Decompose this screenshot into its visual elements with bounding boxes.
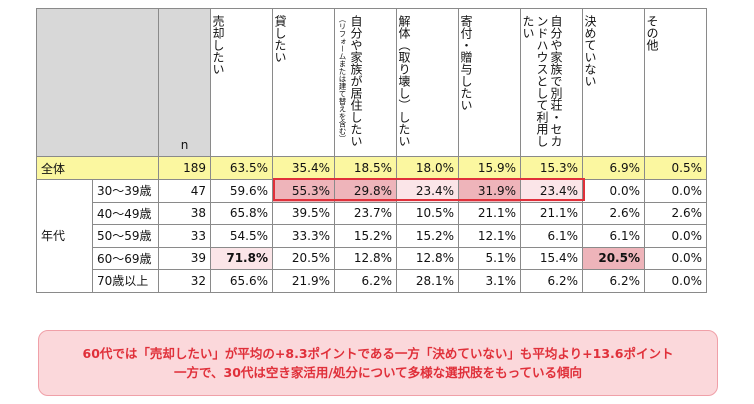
total-cell: 6.9% [582,156,645,180]
table-cell-highlight: 31.9% [458,179,521,203]
total-cell: 35.4% [272,156,335,180]
table-cell: 6.2% [520,269,583,293]
header-sell: 売却したい [210,8,273,157]
table-cell: 21.9% [272,269,335,293]
header-donate-label: 寄付・贈与したい [459,15,473,111]
total-label: 全体 [36,156,159,180]
table-cell-highlight: 55.3% [272,179,335,203]
results-table-wrapper: n 売却したい 貸したい 自分や家族が居住したい（リフォームまたは建て替えを含む… [36,8,707,293]
header-rent: 貸したい [272,8,335,157]
total-n: 189 [158,156,211,180]
header-live: 自分や家族が居住したい（リフォームまたは建て替えを含む） [334,8,397,157]
row-n: 33 [158,224,211,248]
total-cell: 15.9% [458,156,521,180]
header-other-label: その他 [645,15,659,51]
row-n: 32 [158,269,211,293]
table-cell: 65.8% [210,201,273,225]
row-label: 60～69歳 [92,246,159,270]
table-cell: 33.3% [272,224,335,248]
header-donate: 寄付・贈与したい [458,8,521,157]
row-n: 47 [158,179,211,203]
header-rent-label: 貸したい [273,15,287,63]
header-demolish-label: 解体（取り壊し）したい [397,15,411,147]
total-cell: 15.3% [520,156,583,180]
header-n: n [158,8,211,157]
row-n: 38 [158,201,211,225]
summary-note: 60代では「売却したい」が平均の+8.3ポイントである一方「決めていない」も平均… [38,330,718,396]
header-villa: 自分や家族で別荘・セカンドハウスとして利用したい [520,8,583,157]
table-row: 40～49歳 38 65.8% 39.5% 23.7% 10.5% 21.1% … [37,201,707,225]
table-cell: 65.6% [210,269,273,293]
table-cell: 0.0% [644,224,707,248]
total-cell: 0.5% [644,156,707,180]
table-cell: 2.6% [644,201,707,225]
table-cell: 10.5% [396,201,459,225]
table-cell: 15.4% [520,246,583,270]
header-live-label: 自分や家族が居住したい（リフォームまたは建て替えを含む） [338,15,363,147]
table-cell: 28.1% [396,269,459,293]
table-cell: 0.0% [644,246,707,270]
table-cell: 6.1% [520,224,583,248]
table-cell: 0.0% [644,179,707,203]
header-other: その他 [644,8,707,157]
table-cell: 6.1% [582,224,645,248]
header-row: n 売却したい 貸したい 自分や家族が居住したい（リフォームまたは建て替えを含む… [36,8,707,157]
table-cell: 15.2% [396,224,459,248]
row-label: 40～49歳 [92,201,159,225]
row-n: 39 [158,246,211,270]
table-cell: 59.6% [210,179,273,203]
header-villa-label: 自分や家族で別荘・セカンドハウスとして利用したい [521,15,563,147]
table-cell-highlight: 20.5% [582,246,645,270]
total-cell: 18.0% [396,156,459,180]
table-cell: 6.2% [334,269,397,293]
table-row: 70歳以上 32 65.6% 21.9% 6.2% 28.1% 3.1% 6.2… [37,269,707,293]
group-label: 年代 [36,179,93,293]
header-demolish: 解体（取り壊し）したい [396,8,459,157]
table-cell: 20.5% [272,246,335,270]
header-undecided: 決めていない [582,8,645,157]
table-cell: 21.1% [520,201,583,225]
table-cell: 23.7% [334,201,397,225]
total-row: 全体 189 63.5% 35.4% 18.5% 18.0% 15.9% 15.… [36,156,707,180]
row-label: 30～39歳 [92,179,159,203]
table-cell: 12.8% [396,246,459,270]
table-cell: 21.1% [458,201,521,225]
table-cell: 5.1% [458,246,521,270]
header-sell-label: 売却したい [211,15,225,75]
table-cell: 39.5% [272,201,335,225]
header-corner [36,8,159,157]
table-cell: 12.1% [458,224,521,248]
table-row: 50～59歳 33 54.5% 33.3% 15.2% 15.2% 12.1% … [37,224,707,248]
row-label: 70歳以上 [92,269,159,293]
table-cell: 2.6% [582,201,645,225]
total-cell: 18.5% [334,156,397,180]
table-row: 60～69歳 39 71.8% 20.5% 12.8% 12.8% 5.1% 1… [37,246,707,270]
table-cell-highlight: 23.4% [396,179,459,203]
table-cell-highlight: 29.8% [334,179,397,203]
summary-line-2: 一方で、30代は空き家活用/処分について多様な選択肢をもっている傾向 [174,365,582,380]
table-row: 年代 30～39歳 47 59.6% 55.3% 29.8% 23.4% 31.… [36,179,707,293]
total-cell: 63.5% [210,156,273,180]
table-cell: 54.5% [210,224,273,248]
table-cell-highlight: 71.8% [210,246,273,270]
results-table: n 売却したい 貸したい 自分や家族が居住したい（リフォームまたは建て替えを含む… [36,8,707,293]
table-cell: 15.2% [334,224,397,248]
table-cell: 0.0% [644,269,707,293]
table-cell-highlight: 23.4% [520,179,583,203]
header-undecided-label: 決めていない [583,15,597,87]
table-cell: 3.1% [458,269,521,293]
summary-line-1: 60代では「売却したい」が平均の+8.3ポイントである一方「決めていない」も平均… [82,346,674,361]
table-cell: 0.0% [582,179,645,203]
table-cell: 12.8% [334,246,397,270]
row-label: 50～59歳 [92,224,159,248]
table-cell: 6.2% [582,269,645,293]
